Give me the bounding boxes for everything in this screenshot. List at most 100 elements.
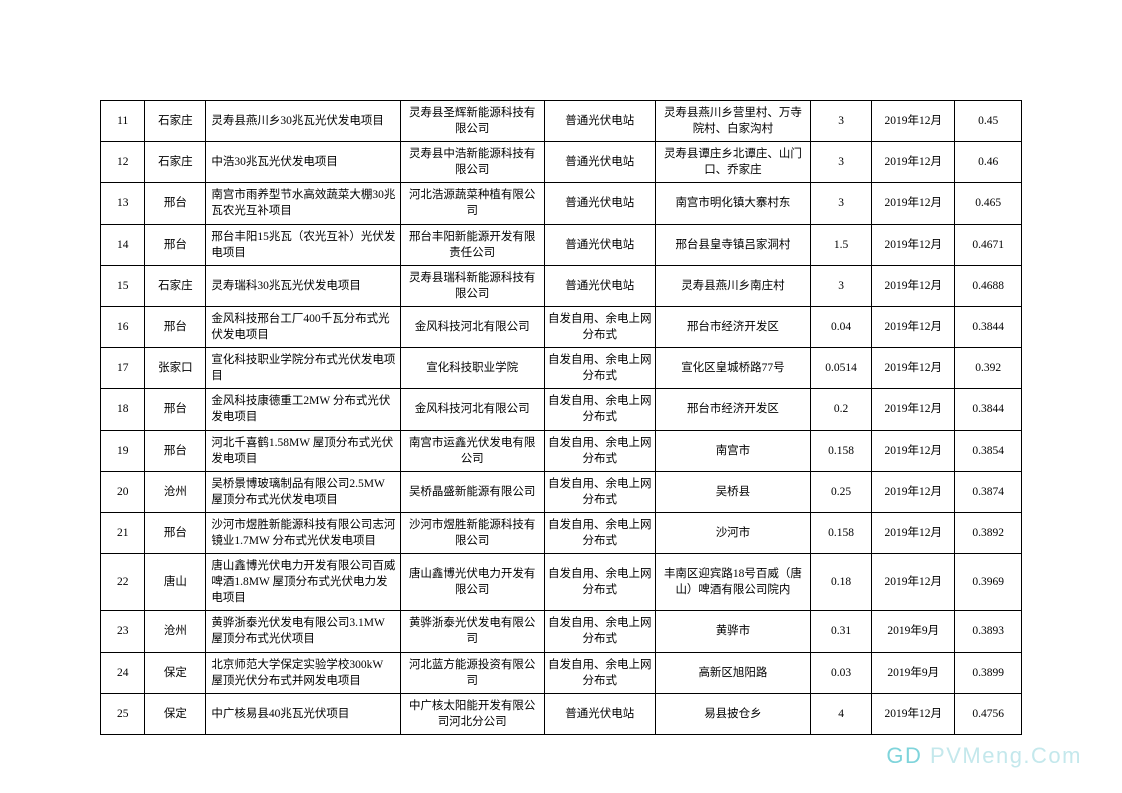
table-cell: 4 [811, 693, 872, 734]
table-cell: 中广核易县40兆瓦光伏项目 [206, 693, 400, 734]
table-cell: 11 [101, 101, 145, 142]
table-cell: 0.465 [955, 183, 1022, 224]
table-cell: 邢台 [145, 224, 206, 265]
table-row: 21邢台沙河市煜胜新能源科技有限公司志河镜业1.7MW 分布式光伏发电项目沙河市… [101, 512, 1022, 553]
table-row: 25保定中广核易县40兆瓦光伏项目中广核太阳能开发有限公司河北分公司普通光伏电站… [101, 693, 1022, 734]
table-cell: 沙河市煜胜新能源科技有限公司 [400, 512, 544, 553]
table-cell: 邢台丰阳新能源开发有限责任公司 [400, 224, 544, 265]
table-cell: 金风科技康德重工2MW 分布式光伏发电项目 [206, 389, 400, 430]
table-cell: 0.0514 [811, 348, 872, 389]
table-cell: 2019年12月 [872, 554, 955, 611]
table-cell: 0.25 [811, 471, 872, 512]
table-cell: 0.04 [811, 306, 872, 347]
table-cell: 高新区旭阳路 [655, 652, 810, 693]
table-row: 17张家口宣化科技职业学院分布式光伏发电项目宣化科技职业学院自发自用、余电上网分… [101, 348, 1022, 389]
table-cell: 0.45 [955, 101, 1022, 142]
table-cell: 石家庄 [145, 265, 206, 306]
table-cell: 0.2 [811, 389, 872, 430]
table-row: 20沧州吴桥景博玻璃制品有限公司2.5MW 屋顶分布式光伏发电项目吴桥晶盛新能源… [101, 471, 1022, 512]
table-cell: 0.3874 [955, 471, 1022, 512]
table-cell: 0.46 [955, 142, 1022, 183]
table-cell: 灵寿县燕川乡南庄村 [655, 265, 810, 306]
table-row: 12石家庄中浩30兆瓦光伏发电项目灵寿县中浩新能源科技有限公司普通光伏电站灵寿县… [101, 142, 1022, 183]
table-cell: 2019年12月 [872, 265, 955, 306]
table-cell: 2019年9月 [872, 652, 955, 693]
table-cell: 黄骅浙泰光伏发电有限公司3.1MW 屋顶分布式光伏项目 [206, 611, 400, 652]
table-row: 11石家庄灵寿县燕川乡30兆瓦光伏发电项目灵寿县圣辉新能源科技有限公司普通光伏电… [101, 101, 1022, 142]
table-cell: 2019年12月 [872, 348, 955, 389]
table-cell: 14 [101, 224, 145, 265]
table-cell: 唐山鑫博光伏电力开发有限公司 [400, 554, 544, 611]
table-cell: 自发自用、余电上网分布式 [544, 512, 655, 553]
table-cell: 2019年12月 [872, 471, 955, 512]
table-cell: 邢台 [145, 512, 206, 553]
table-cell: 0.4688 [955, 265, 1022, 306]
table-cell: 3 [811, 265, 872, 306]
table-cell: 0.3854 [955, 430, 1022, 471]
table-cell: 自发自用、余电上网分布式 [544, 611, 655, 652]
table-cell: 黄骅浙泰光伏发电有限公司 [400, 611, 544, 652]
table-row: 23沧州黄骅浙泰光伏发电有限公司3.1MW 屋顶分布式光伏项目黄骅浙泰光伏发电有… [101, 611, 1022, 652]
table-row: 19邢台河北千喜鹤1.58MW 屋顶分布式光伏发电项目南宫市运鑫光伏发电有限公司… [101, 430, 1022, 471]
table-cell: 13 [101, 183, 145, 224]
table-cell: 石家庄 [145, 101, 206, 142]
table-cell: 0.3892 [955, 512, 1022, 553]
table-cell: 2019年12月 [872, 430, 955, 471]
table-cell: 2019年12月 [872, 389, 955, 430]
table-cell: 河北蓝方能源投资有限公司 [400, 652, 544, 693]
table-cell: 2019年12月 [872, 224, 955, 265]
data-table: 11石家庄灵寿县燕川乡30兆瓦光伏发电项目灵寿县圣辉新能源科技有限公司普通光伏电… [100, 100, 1022, 735]
table-cell: 沙河市煜胜新能源科技有限公司志河镜业1.7MW 分布式光伏发电项目 [206, 512, 400, 553]
table-cell: 普通光伏电站 [544, 224, 655, 265]
table-cell: 南宫市运鑫光伏发电有限公司 [400, 430, 544, 471]
table-cell: 3 [811, 142, 872, 183]
table-cell: 金风科技河北有限公司 [400, 306, 544, 347]
table-cell: 普通光伏电站 [544, 183, 655, 224]
table-cell: 邢台 [145, 183, 206, 224]
table-cell: 易县披仓乡 [655, 693, 810, 734]
table-cell: 邢台县皇寺镇吕家洞村 [655, 224, 810, 265]
table-cell: 0.3844 [955, 389, 1022, 430]
table-cell: 张家口 [145, 348, 206, 389]
table-cell: 自发自用、余电上网分布式 [544, 554, 655, 611]
table-row: 24保定北京师范大学保定实验学校300kW 屋顶光伏分布式并网发电项目河北蓝方能… [101, 652, 1022, 693]
table-cell: 自发自用、余电上网分布式 [544, 430, 655, 471]
table-cell: 普通光伏电站 [544, 693, 655, 734]
table-cell: 黄骅市 [655, 611, 810, 652]
table-cell: 沧州 [145, 471, 206, 512]
table-cell: 2019年12月 [872, 306, 955, 347]
watermark-gd: GD [886, 743, 930, 768]
table-cell: 普通光伏电站 [544, 142, 655, 183]
table-cell: 丰南区迎宾路18号百威（唐山）啤酒有限公司院内 [655, 554, 810, 611]
table-cell: 自发自用、余电上网分布式 [544, 389, 655, 430]
table-cell: 自发自用、余电上网分布式 [544, 348, 655, 389]
table-cell: 南宫市 [655, 430, 810, 471]
table-cell: 南宫市明化镇大寨村东 [655, 183, 810, 224]
table-cell: 吴桥景博玻璃制品有限公司2.5MW 屋顶分布式光伏发电项目 [206, 471, 400, 512]
table-cell: 0.18 [811, 554, 872, 611]
table-cell: 自发自用、余电上网分布式 [544, 652, 655, 693]
table-cell: 灵寿县瑞科新能源科技有限公司 [400, 265, 544, 306]
table-cell: 北京师范大学保定实验学校300kW 屋顶光伏分布式并网发电项目 [206, 652, 400, 693]
table-cell: 河北千喜鹤1.58MW 屋顶分布式光伏发电项目 [206, 430, 400, 471]
table-row: 15石家庄灵寿瑞科30兆瓦光伏发电项目灵寿县瑞科新能源科技有限公司普通光伏电站灵… [101, 265, 1022, 306]
table-cell: 0.03 [811, 652, 872, 693]
table-cell: 灵寿瑞科30兆瓦光伏发电项目 [206, 265, 400, 306]
table-cell: 0.158 [811, 430, 872, 471]
table-cell: 唐山鑫博光伏电力开发有限公司百威啤酒1.8MW 屋顶分布式光伏电力发电项目 [206, 554, 400, 611]
table-cell: 24 [101, 652, 145, 693]
table-cell: 0.3844 [955, 306, 1022, 347]
table-cell: 2019年12月 [872, 183, 955, 224]
table-row: 13邢台南宫市雨养型节水高效蔬菜大棚30兆瓦农光互补项目河北浩源蔬菜种植有限公司… [101, 183, 1022, 224]
table-cell: 25 [101, 693, 145, 734]
table-cell: 0.3893 [955, 611, 1022, 652]
table-cell: 自发自用、余电上网分布式 [544, 471, 655, 512]
table-cell: 吴桥晶盛新能源有限公司 [400, 471, 544, 512]
table-cell: 宣化科技职业学院分布式光伏发电项目 [206, 348, 400, 389]
table-cell: 沧州 [145, 611, 206, 652]
table-cell: 2019年12月 [872, 693, 955, 734]
table-cell: 河北浩源蔬菜种植有限公司 [400, 183, 544, 224]
table-cell: 0.3969 [955, 554, 1022, 611]
table-cell: 普通光伏电站 [544, 265, 655, 306]
table-cell: 灵寿县谭庄乡北谭庄、山门口、乔家庄 [655, 142, 810, 183]
